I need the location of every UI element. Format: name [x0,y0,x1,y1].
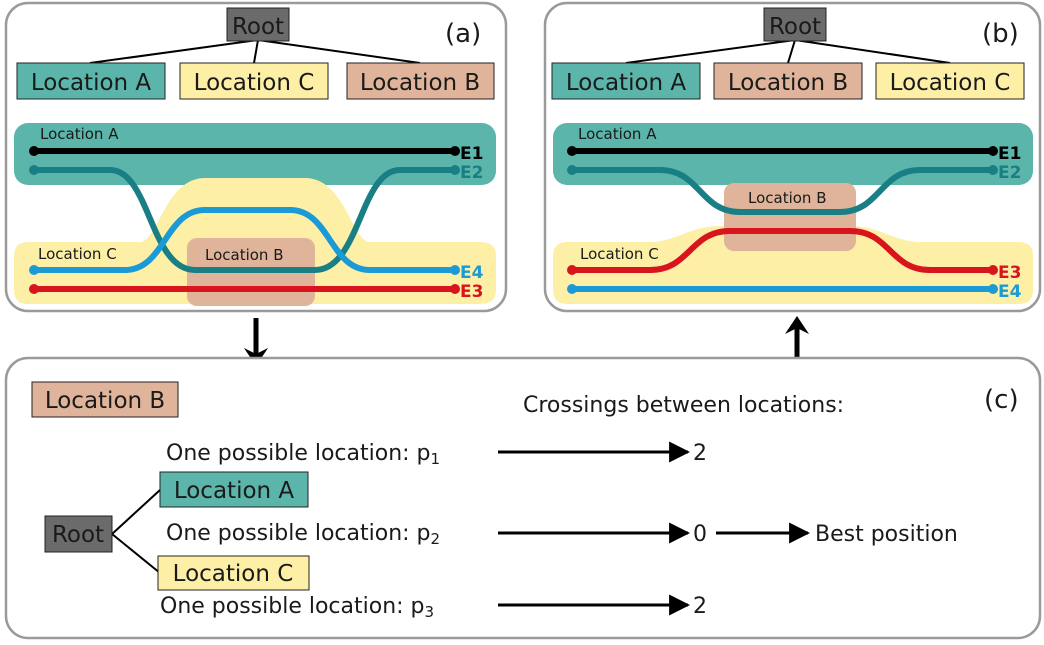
node-location-b-label: Location B [45,388,165,414]
tree-link [794,39,951,64]
band-label-location-a: Location A [40,125,119,143]
edge-e1-end [988,146,998,156]
edge-e4-start [29,265,39,275]
edge-e1-end [450,146,460,156]
tree-link [89,39,259,64]
tree-node-location-c [875,62,1025,100]
edge-e2-end [450,165,460,175]
tree-node-location-c [179,62,329,100]
panel-c: (c) Location B Crossings between locatio… [4,356,1042,640]
option-p1-crossings: 2 [693,441,707,466]
edge-label-e4: E4 [460,263,484,283]
panel-a-edges [29,146,460,294]
panel-a-tree: Root Location A Location C Location B [16,7,495,100]
tree-node-location-b [346,62,495,100]
child-location-c [157,555,310,591]
tree-node-label: Location C [194,70,315,96]
tree-node-label: Location A [566,70,687,96]
root-label: Root [232,14,284,40]
edge-label-e2: E2 [460,163,483,183]
edge-label-e1: E1 [998,144,1021,164]
tree-node-location-b [713,62,863,100]
child-location-c-label: Location C [173,561,294,587]
edge-e2-line [31,167,458,273]
edge-label-e2: E2 [998,163,1021,183]
panel-b-edges [567,146,998,294]
edge-e4-start [567,284,577,294]
edge-e2-start [29,165,39,175]
band-label-location-c: Location C [38,245,117,263]
edge-e1-start [29,146,39,156]
edge-e4-end [450,265,460,275]
tree-link [111,489,161,535]
edge-e3-start [567,265,577,275]
panel-c-letter: (c) [984,385,1019,415]
edge-e2-end [988,165,998,175]
tree-link [787,39,796,64]
tree-link [625,39,796,64]
tree-link [257,39,421,64]
root-node [226,7,290,42]
child-location-a [159,471,309,508]
best-position-label: Best position [815,522,958,547]
child-location-a-label: Location A [174,478,295,504]
arrow-c-to-b-head [785,316,809,334]
edge-e3-line [569,228,996,273]
tree-node-location-a [551,62,701,100]
root-node [44,515,113,553]
edge-label-e1: E1 [460,144,483,164]
edge-e3-end [988,265,998,275]
band-label-location-b: Location B [748,189,827,207]
option-p1: One possible location: p1 [166,441,440,468]
tree-link [111,533,161,574]
edge-e1-start [567,146,577,156]
edge-e2-line [569,167,996,215]
band-location-c [553,226,1033,304]
band-label-location-c: Location C [580,245,659,263]
edge-label-e3: E3 [998,263,1021,283]
edge-e4-end [988,284,998,294]
edge-e3-start [29,284,39,294]
tree-node-label: Location B [360,70,480,96]
option-p2: One possible location: p2 [166,521,440,548]
option-p3: One possible location: p3 [160,594,434,621]
tree-node-label: Location C [890,70,1011,96]
edge-label-e4: E4 [998,282,1022,302]
tree-node-label: Location B [728,70,848,96]
band-label-location-a: Location A [578,125,657,143]
panel-a: (a) Root Location A Location C Location … [4,1,508,313]
node-location-b [31,381,179,418]
edge-e4-line [31,207,458,273]
crossings-heading: Crossings between locations: [523,393,844,418]
panel-a-letter: (a) [445,19,481,49]
panel-b-letter: (b) [982,19,1019,49]
option-p2-crossings: 0 [693,522,707,547]
band-label-location-b: Location B [205,246,284,264]
tree-link [253,39,259,64]
edge-label-e3: E3 [460,282,483,302]
root-label: Root [769,14,821,40]
panel-b: (b) Root Location A Location B Location … [543,1,1042,313]
option-p3-crossings: 2 [693,594,707,619]
tree-node-location-a [16,62,166,100]
root-label: Root [52,522,104,548]
edge-e3-end [450,284,460,294]
root-node [763,7,827,42]
panel-b-tree: Root Location A Location B Location C [551,7,1025,100]
edge-e2-start [567,165,577,175]
tree-node-label: Location A [31,70,152,96]
